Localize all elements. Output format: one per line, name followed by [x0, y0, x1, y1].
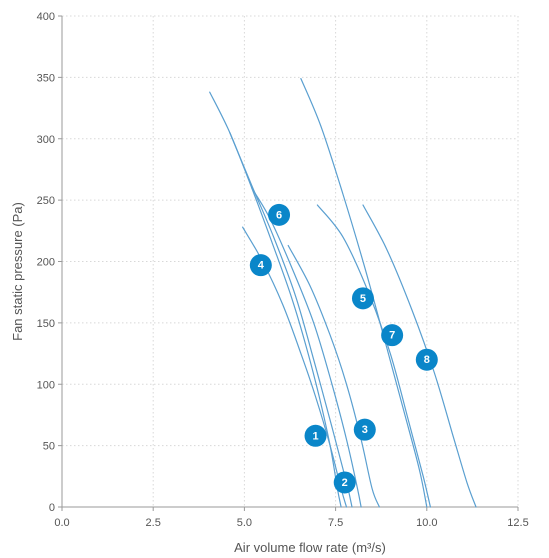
- fan-curve-8: [362, 204, 477, 508]
- y-tick-label: 200: [37, 257, 55, 269]
- curve-badge-circle: [381, 324, 404, 347]
- curve-badge-number: 3: [362, 424, 368, 436]
- curve-badge-number: 6: [276, 209, 282, 221]
- curve-badge-circle: [268, 203, 291, 226]
- fan-curve-3: [287, 244, 380, 508]
- curve-badge-number: 2: [342, 477, 348, 489]
- curve-badge-circle: [333, 471, 356, 494]
- curve-badge-2: 2: [333, 471, 356, 494]
- y-axis-title: Fan static pressure (Pa): [10, 202, 25, 341]
- x-tick-label: 10.0: [416, 517, 437, 529]
- curve-badge-circle: [415, 348, 438, 371]
- curve-badge-number: 5: [360, 293, 366, 305]
- curve-labels: 1 2 3 4 5 6 7 8: [249, 203, 438, 494]
- y-tick-label: 250: [37, 195, 55, 207]
- y-tick-label: 50: [43, 441, 55, 453]
- y-tick-label: 0: [49, 502, 55, 514]
- curve-badge-number: 4: [258, 260, 265, 272]
- curve-badge-circle: [351, 287, 374, 310]
- axes: 0.0 2.5 5.0 7.5 10.0 12.505010015020025030035…: [37, 11, 529, 529]
- curve-badge-1: 1: [304, 424, 327, 447]
- fan-curve-6: [229, 132, 353, 508]
- curve-badge-circle: [249, 254, 272, 277]
- curve-badge-4: 4: [249, 254, 272, 277]
- curve-badge-number: 8: [424, 354, 430, 366]
- y-tick-label: 400: [37, 11, 55, 23]
- curve-badge-7: 7: [381, 324, 404, 347]
- curve-badge-number: 1: [312, 430, 318, 442]
- y-tick-label: 300: [37, 134, 55, 146]
- grid: [62, 15, 519, 507]
- x-tick-label: 5.0: [237, 517, 252, 529]
- y-tick-label: 100: [37, 379, 55, 391]
- curves: [209, 78, 477, 508]
- x-tick-label: 0.0: [54, 517, 69, 529]
- curve-badge-number: 7: [389, 330, 395, 342]
- curve-badge-circle: [304, 424, 327, 447]
- x-tick-label: 7.5: [328, 517, 343, 529]
- y-tick-label: 150: [37, 318, 55, 330]
- curve-badge-circle: [353, 418, 376, 441]
- curve-badge-6: 6: [268, 203, 291, 226]
- y-tick-label: 350: [37, 72, 55, 84]
- fan-curve-7: [316, 204, 431, 508]
- fan-curve-5: [300, 78, 428, 508]
- curve-badge-5: 5: [351, 287, 374, 310]
- curve-badge-3: 3: [353, 418, 376, 441]
- curve-badge-8: 8: [415, 348, 438, 371]
- x-axis-title: Air volume flow rate (m³/s): [234, 540, 386, 555]
- x-tick-label: 2.5: [146, 517, 161, 529]
- x-tick-label: 12.5: [507, 517, 528, 529]
